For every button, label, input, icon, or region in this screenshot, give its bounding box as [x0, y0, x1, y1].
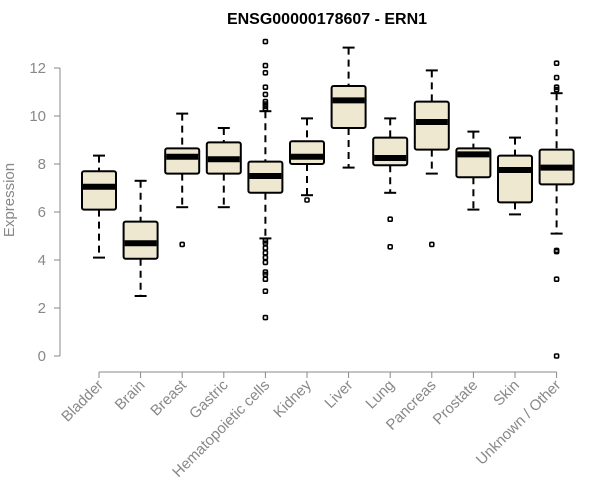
y-tick-label: 6: [38, 204, 46, 221]
y-tick-label: 2: [38, 300, 46, 317]
iqr-box: [497, 154, 533, 204]
box-7: [372, 117, 409, 250]
y-tick-label: 0: [38, 348, 46, 365]
outlier-point: [262, 259, 269, 266]
y-axis: 0 2 4 6 8 10 12: [29, 60, 61, 365]
iqr-box: [330, 85, 367, 129]
x-tick-label: Breast: [147, 376, 190, 419]
outlier-point: [179, 241, 185, 248]
box-10: [497, 136, 533, 216]
box-0: [81, 154, 117, 259]
outlier-point: [262, 38, 269, 45]
y-axis-label: Expression: [1, 163, 18, 237]
box-6: [330, 46, 367, 169]
outlier-point: [553, 60, 560, 67]
outlier-point: [553, 353, 560, 359]
outlier-point: [553, 248, 560, 255]
iqr-box: [372, 136, 409, 167]
box-5: [289, 117, 325, 203]
x-tick-label: Brain: [112, 377, 149, 414]
x-tick-label: Lung: [362, 377, 398, 413]
outlier-point: [428, 241, 435, 248]
outlier-point: [387, 244, 394, 250]
chart-title: ENSG00000178607 - ERN1: [227, 11, 427, 28]
iqr-box: [289, 140, 325, 165]
x-tick-label: Bladder: [58, 377, 107, 426]
box-4: [247, 38, 284, 321]
x-tick-label: Liver: [321, 377, 356, 412]
outlier-point: [262, 91, 269, 98]
outlier-point: [553, 74, 560, 81]
box-11: [538, 60, 575, 359]
outlier-point: [262, 106, 269, 112]
outlier-point: [262, 314, 269, 321]
y-tick-label: 4: [38, 252, 46, 269]
iqr-box: [413, 100, 450, 151]
outlier-point: [262, 62, 269, 69]
box-2: [164, 112, 201, 248]
outlier-point: [262, 84, 269, 90]
x-tick-label: Prostate: [430, 377, 482, 429]
box-8: [413, 69, 450, 248]
outlier-point: [262, 276, 269, 283]
boxes-group: [81, 38, 575, 359]
outlier-point: [262, 245, 269, 251]
x-tick-label: Skin: [490, 377, 523, 410]
box-1: [122, 179, 159, 297]
y-tick-label: 10: [29, 108, 46, 125]
outlier-point: [262, 254, 269, 261]
outlier-point: [262, 70, 269, 76]
iqr-box: [164, 147, 201, 175]
x-tick-label: Kidney: [270, 376, 315, 421]
outlier-point: [387, 216, 394, 222]
box-9: [455, 130, 492, 211]
outlier-point: [262, 271, 269, 278]
y-tick-label: 8: [38, 156, 46, 173]
outlier-point: [262, 288, 269, 295]
y-tick-label: 12: [29, 60, 46, 77]
outlier-point: [553, 86, 560, 93]
outlier-point: [553, 276, 560, 283]
outlier-point: [262, 250, 269, 256]
box-3: [205, 127, 242, 209]
outlier-point: [304, 197, 310, 203]
iqr-box: [81, 170, 117, 211]
